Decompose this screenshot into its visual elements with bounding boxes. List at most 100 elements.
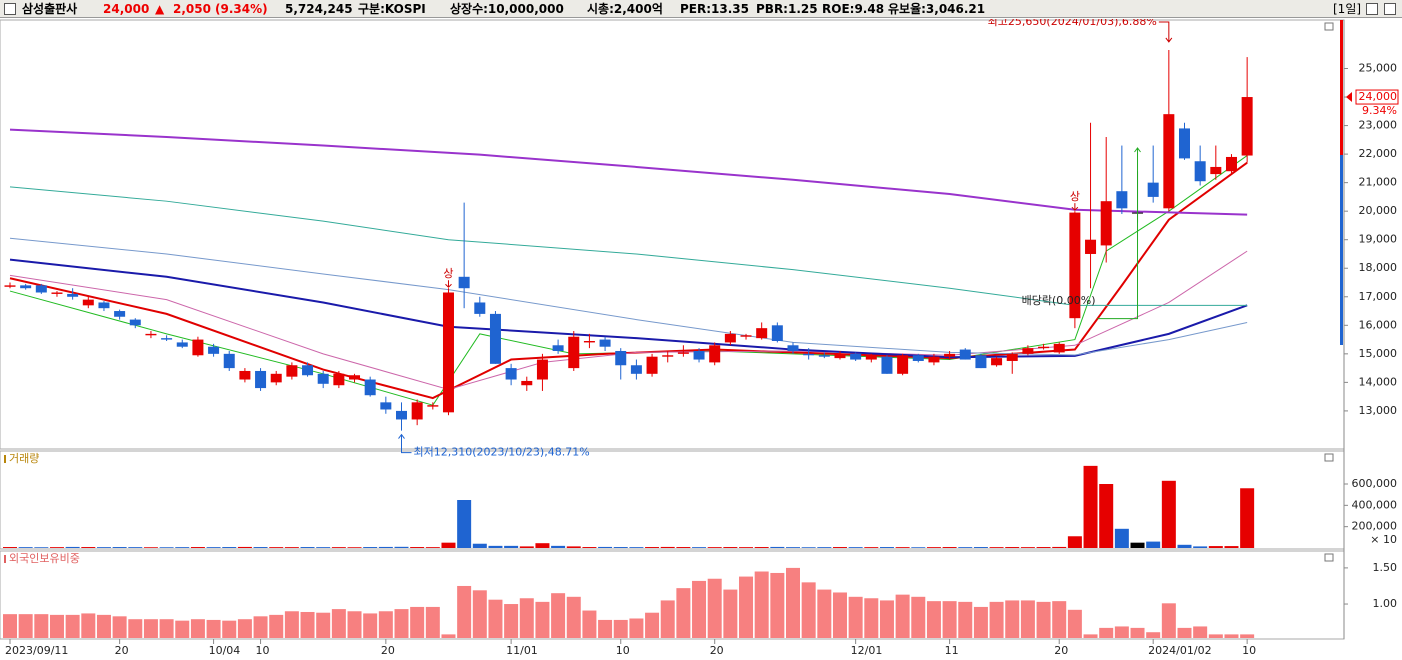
bar <box>519 546 534 548</box>
price: 24,000 <box>103 2 150 16</box>
bar <box>284 611 299 638</box>
candle-body <box>865 355 877 360</box>
roe: ROE:9.48 <box>822 2 885 16</box>
bar <box>472 543 487 548</box>
limit-up-arrow <box>445 280 452 288</box>
candle-body <box>129 319 141 326</box>
bar <box>331 547 346 548</box>
bar <box>378 611 393 638</box>
candle-body <box>709 345 721 363</box>
bar <box>253 547 268 548</box>
x-tick-label: 20 <box>115 644 129 657</box>
bar <box>112 547 127 548</box>
close-button[interactable] <box>1384 3 1396 15</box>
candle-body <box>364 379 376 396</box>
bar <box>347 547 362 548</box>
bar <box>49 547 64 548</box>
bar <box>723 547 738 548</box>
last-change-label: 9.34% <box>1362 104 1397 117</box>
candle-body <box>67 293 79 297</box>
bar <box>1052 601 1067 638</box>
x-tick-label: 10/04 <box>209 644 241 657</box>
limit-up-label: 상 <box>443 267 453 280</box>
checkbox[interactable] <box>4 3 16 15</box>
bar <box>488 545 503 548</box>
limit-up-label: 상 <box>1070 190 1080 203</box>
bar <box>347 611 362 638</box>
candle-body <box>521 380 533 386</box>
ma-line <box>9 237 1248 356</box>
candle-body <box>82 299 94 306</box>
bar <box>1005 547 1020 548</box>
candle-body <box>114 311 126 317</box>
bar <box>284 547 299 548</box>
y-tick-label: 19,000 <box>1359 233 1398 246</box>
candle-body <box>239 370 251 380</box>
candle-body <box>912 355 924 361</box>
bar <box>911 547 926 548</box>
bar <box>316 547 331 548</box>
candle-body <box>411 402 423 420</box>
y-tick-label: 200,000 <box>1352 520 1398 533</box>
bar <box>801 547 816 548</box>
bar <box>535 601 550 638</box>
panel-button[interactable] <box>1324 22 1334 31</box>
bar <box>237 546 252 548</box>
candle-body <box>192 339 204 356</box>
candle-body <box>630 365 642 374</box>
bar <box>973 547 988 548</box>
candle-body <box>1147 182 1159 197</box>
candle-body <box>1069 212 1081 319</box>
bar <box>973 606 988 638</box>
y-tick-label: 16,000 <box>1359 318 1398 331</box>
bar <box>676 588 691 638</box>
bar <box>269 547 284 548</box>
bar <box>410 547 425 548</box>
bar <box>1224 546 1239 548</box>
min-button[interactable] <box>1366 3 1378 15</box>
candle-body <box>4 285 16 287</box>
y-tick-label: 25,000 <box>1359 62 1398 75</box>
bar <box>566 546 581 548</box>
bar <box>613 547 628 548</box>
panel-button[interactable] <box>1324 453 1334 462</box>
bar <box>425 547 440 548</box>
bar <box>49 614 64 638</box>
bar <box>645 612 660 638</box>
panel-button[interactable] <box>1324 553 1334 562</box>
period[interactable]: [1일] <box>1333 2 1362 16</box>
bar <box>598 546 613 548</box>
candle-body <box>552 345 564 351</box>
bar <box>629 547 644 548</box>
bar <box>613 619 628 638</box>
bar <box>879 600 894 638</box>
low-label: 최저12,310(2023/10/23),48.71% <box>414 446 590 459</box>
candle-body <box>991 358 1003 366</box>
bar <box>1020 600 1035 638</box>
bar <box>551 545 566 548</box>
bar <box>190 547 205 548</box>
bar <box>253 616 268 638</box>
candle-body <box>20 285 32 289</box>
y-tick-label: 18,000 <box>1359 261 1398 274</box>
bar <box>190 619 205 638</box>
candle-body <box>396 410 407 420</box>
change-pct: (9.34%) <box>215 2 268 16</box>
bar <box>754 571 769 638</box>
x-tick-label: 20 <box>710 644 724 657</box>
candle-body <box>677 352 689 354</box>
price-panel <box>0 19 1345 450</box>
candle-body <box>145 333 157 336</box>
bar <box>206 619 221 638</box>
candle-body <box>787 345 799 351</box>
bar <box>832 592 847 638</box>
panel-title: 외국인보유비중 <box>9 552 80 565</box>
bar <box>143 619 158 638</box>
bar <box>786 567 800 638</box>
candle-body <box>568 336 580 369</box>
limit-up-arrow <box>1071 203 1079 211</box>
bar <box>128 619 143 638</box>
candle-body <box>489 313 501 364</box>
bar <box>1177 627 1192 638</box>
bar <box>895 547 910 548</box>
